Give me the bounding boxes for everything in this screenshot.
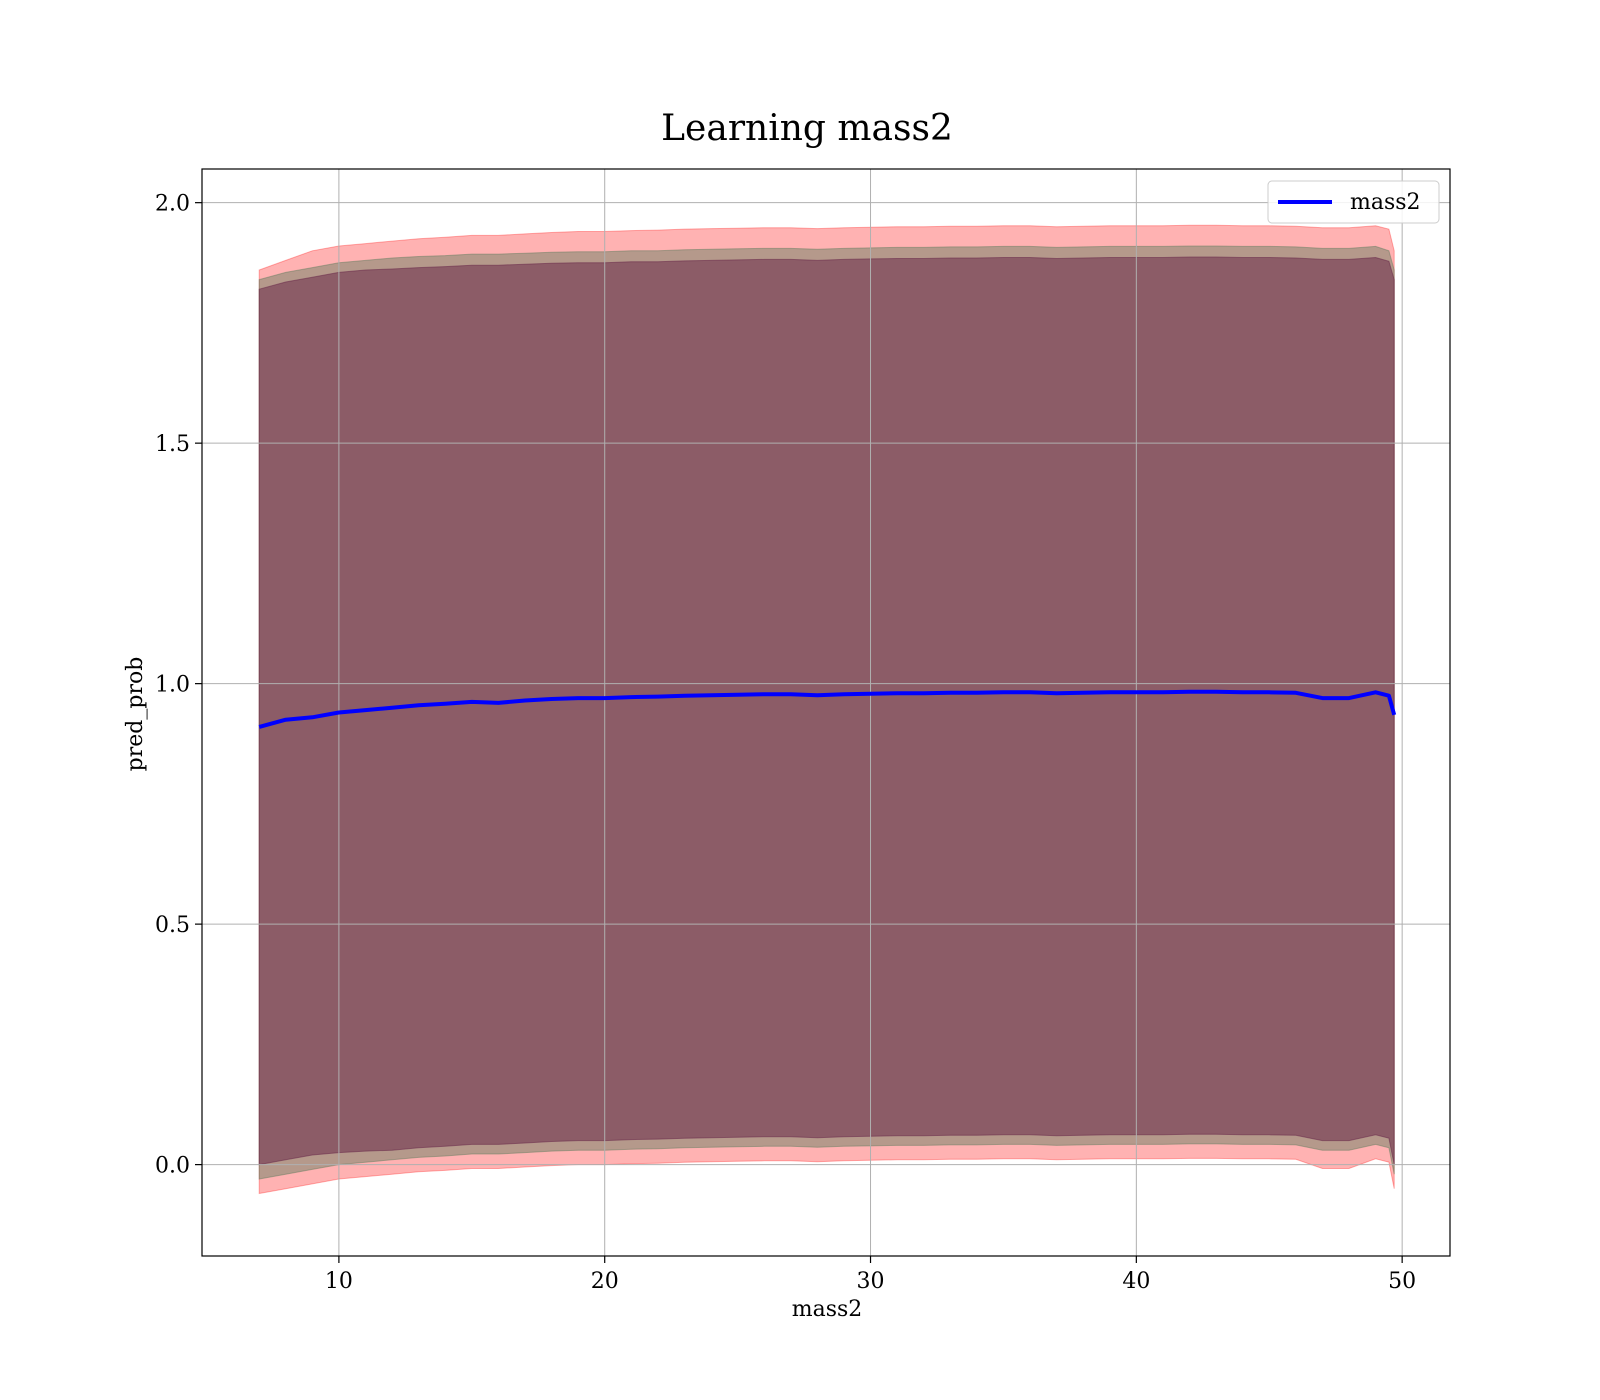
x-tick-label-2: 30 xyxy=(857,1269,885,1294)
x-tick-label-3: 40 xyxy=(1122,1269,1150,1294)
y-tick-label-4: 2.0 xyxy=(155,192,190,217)
y-axis-label: pred_prob xyxy=(123,657,148,772)
y-tick-label-3: 1.5 xyxy=(155,432,190,457)
y-tick-label-1: 0.5 xyxy=(155,913,190,938)
x-axis-label: mass2 xyxy=(792,1297,863,1322)
confidence-band-2 xyxy=(258,256,1395,1166)
legend-box xyxy=(1267,180,1440,224)
y-ticks: 0.0 0.5 1.0 1.5 2.0 xyxy=(155,192,202,1179)
legend-label: mass2 xyxy=(1350,190,1421,215)
series-lines xyxy=(258,689,1397,729)
plot-area: 10 20 30 40 50 0.0 0.5 1.0 1.5 2.0 xyxy=(155,168,1451,1294)
axes-frame xyxy=(201,168,1451,1257)
x-tick-label-1: 20 xyxy=(591,1269,619,1294)
chart-title: Learning mass2 xyxy=(661,108,953,149)
x-tick-label-0: 10 xyxy=(325,1269,353,1294)
series-line-0 xyxy=(258,689,1397,729)
confidence-bands xyxy=(258,224,1395,1195)
x-tick-label-4: 50 xyxy=(1388,1269,1416,1294)
grid xyxy=(202,169,1450,1256)
y-tick-label-2: 1.0 xyxy=(155,673,190,698)
legend: mass2 xyxy=(1267,180,1440,224)
x-ticks: 10 20 30 40 50 xyxy=(325,1256,1416,1294)
y-tick-label-0: 0.0 xyxy=(155,1154,190,1179)
